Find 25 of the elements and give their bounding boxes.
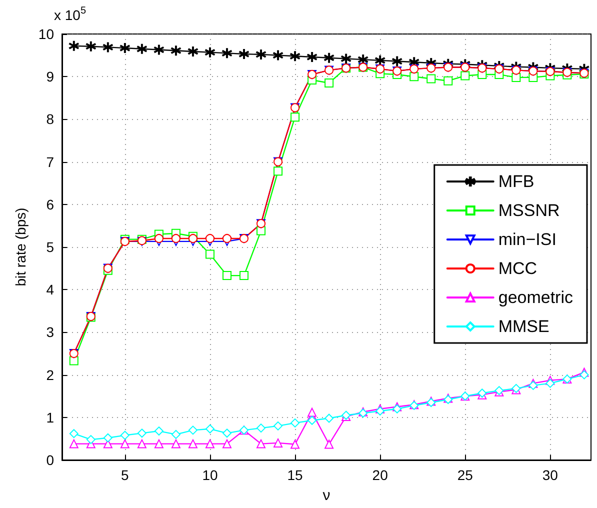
x-tick-label: 10 (202, 467, 218, 483)
y-tick-label: 2 (46, 366, 54, 383)
y-axis-title: bit rate (bps) (12, 208, 29, 286)
y-tick-label: 8 (46, 111, 54, 128)
legend-label: MCC (498, 259, 538, 278)
y-tick-label: 3 (46, 324, 54, 340)
x-tick-label: 20 (372, 467, 388, 483)
legend-label: MFB (498, 172, 534, 191)
x-tick-label: 30 (542, 467, 558, 483)
y-tick-label: 7 (46, 154, 54, 170)
legend-label: geometric (498, 288, 574, 307)
legend-label: MMSE (498, 317, 550, 336)
y-tick-label: 10 (38, 26, 54, 42)
x-tick-label: 5 (121, 467, 130, 483)
y-tick-label: 0 (46, 452, 54, 468)
x-tick-label: 25 (457, 467, 474, 483)
legend-label: min−ISI (498, 230, 556, 249)
y-tick-label: 4 (46, 282, 54, 298)
y-tick-label: 9 (46, 68, 54, 85)
x-axis-title: ν (322, 487, 330, 504)
x-tick-label: 15 (287, 467, 304, 483)
y-tick-label: 5 (46, 239, 54, 255)
y-tick-label: 6 (46, 196, 54, 212)
legend-label: MSSNR (498, 201, 560, 220)
y-tick-label: 1 (46, 409, 54, 426)
